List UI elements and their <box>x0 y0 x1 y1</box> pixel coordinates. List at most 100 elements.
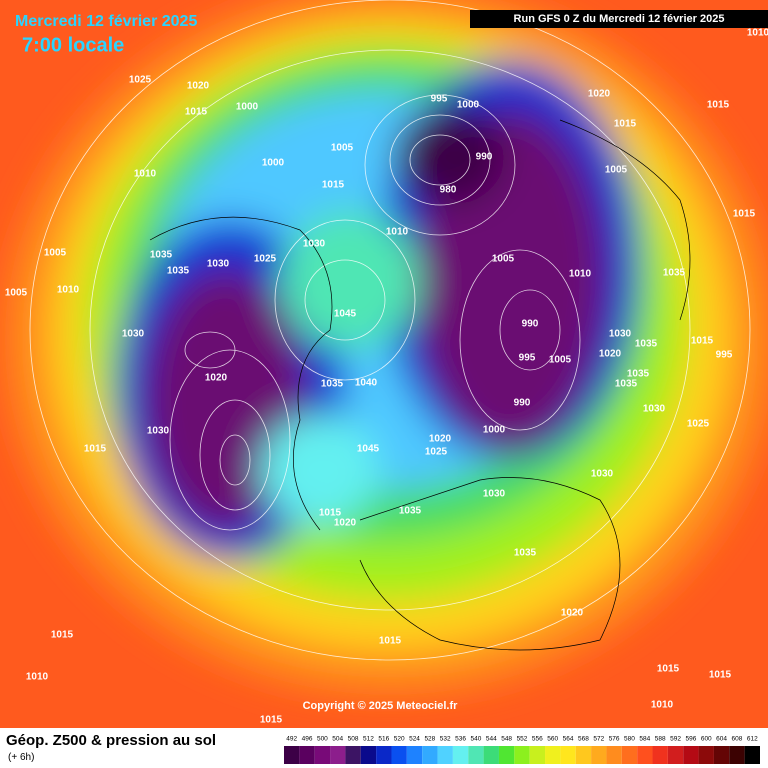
scale-label: 572 <box>593 736 604 743</box>
isobar-label: 1015 <box>51 630 74 641</box>
isobar-label: 1020 <box>588 89 611 100</box>
scale-label: 556 <box>532 736 543 743</box>
scale-swatch <box>621 746 638 764</box>
scale-label: 588 <box>655 736 666 743</box>
scale-swatch <box>606 746 622 764</box>
scale-swatch <box>575 746 592 764</box>
scale-label: 508 <box>348 736 359 743</box>
scale-label: 584 <box>639 736 650 743</box>
scale-swatch <box>299 746 315 764</box>
scale-swatch <box>667 746 684 764</box>
isobar-label: 1025 <box>687 419 710 430</box>
isobars <box>29 0 751 661</box>
color-scale: 492 496 500 504 508 512 516 520 524 528 532 536 540 5… <box>284 736 760 764</box>
isobar-label: 1015 <box>260 715 283 726</box>
scale-label: 564 <box>563 736 574 743</box>
isobar-label: 1030 <box>303 239 326 250</box>
scale-swatch <box>468 746 484 764</box>
isobar-label: 1020 <box>187 81 210 92</box>
scale-label: 568 <box>578 736 589 743</box>
geopotential-field <box>5 0 768 695</box>
isobar-label: 1035 <box>627 369 650 380</box>
scale-label: 592 <box>670 736 681 743</box>
scale-swatch <box>376 746 392 764</box>
isobar-label: 1025 <box>254 254 277 265</box>
scale-label: 524 <box>409 736 420 743</box>
isobar-label: 1010 <box>651 700 674 711</box>
isobar-label: 1020 <box>429 434 452 445</box>
isobar-label: 1035 <box>399 506 422 517</box>
scale-swatch <box>545 746 561 764</box>
date: Mercredi 12 février 2025 <box>15 13 197 30</box>
isobar-label: 1035 <box>514 548 537 559</box>
coastlines <box>149 119 691 651</box>
isobar-label: 1030 <box>122 329 145 340</box>
isobar-label: 1020 <box>599 349 622 360</box>
scale-swatch <box>591 746 607 764</box>
scale-swatch <box>637 746 653 764</box>
isobar-label: 1010 <box>569 269 592 280</box>
isobar-label: 990 <box>476 152 493 163</box>
isobar-label: 1010 <box>134 169 157 180</box>
scale-swatch <box>406 746 423 764</box>
scale-swatch <box>437 746 453 764</box>
isobar-label: 1040 <box>355 378 378 389</box>
isobar-label: 1000 <box>262 158 285 169</box>
isobar-label: 1010 <box>26 672 49 683</box>
scale-label: 536 <box>455 736 466 743</box>
scale-swatch <box>744 746 760 764</box>
scale-label: 496 <box>302 736 313 743</box>
scale-label: 516 <box>378 736 389 743</box>
isobar-label: 1015 <box>185 107 208 118</box>
scale-label: 500 <box>317 736 328 743</box>
isobar-label: 1000 <box>483 425 506 436</box>
isobar-label: 1015 <box>322 180 345 191</box>
isobar-label: 1015 <box>319 508 342 519</box>
scale-swatch <box>498 746 515 764</box>
scale-label: 492 <box>286 736 297 743</box>
scale-label: 544 <box>486 736 497 743</box>
isobar-label: 1015 <box>707 100 730 111</box>
weather-map: Run GFS 0 Z du Mercredi 12 février 2025 … <box>0 0 768 728</box>
scale-label: 576 <box>609 736 620 743</box>
scale-swatch <box>652 746 668 764</box>
isobar-label: 1030 <box>483 489 506 500</box>
scale-swatch <box>330 746 346 764</box>
isobar-label: 990 <box>522 319 539 330</box>
scale-label: 504 <box>332 736 343 743</box>
isobar-label: 1005 <box>5 288 28 299</box>
isobar-label: 1025 <box>129 75 152 86</box>
scale-label: 528 <box>424 736 435 743</box>
scale-label: 600 <box>701 736 712 743</box>
scale-label: 604 <box>716 736 727 743</box>
isobar-label: 1015 <box>614 119 637 130</box>
scale-swatch <box>560 746 576 764</box>
isobar-label: 1035 <box>150 250 173 261</box>
isobar-label: 1010 <box>747 28 768 39</box>
isobar-label: 1005 <box>44 248 67 259</box>
isobar-label: 1000 <box>457 100 480 111</box>
time: 7:00 locale <box>22 34 124 56</box>
isobar-label: 1020 <box>334 518 357 529</box>
scale-swatch <box>698 746 714 764</box>
isobar-label: 1010 <box>386 227 409 238</box>
scale-swatch <box>483 746 499 764</box>
scale-swatch <box>284 746 300 764</box>
scale-label: 512 <box>363 736 374 743</box>
isobar-label: 995 <box>431 94 448 105</box>
isobar-label: 1045 <box>357 444 380 455</box>
isobar-label: 1000 <box>236 102 259 113</box>
isobar-label: 990 <box>514 398 531 409</box>
scale-label: 552 <box>517 736 528 743</box>
isobar-label: 1035 <box>615 379 638 390</box>
scale-swatch <box>713 746 730 764</box>
isobar-label: 1045 <box>334 309 357 320</box>
isobar-label: 1030 <box>147 426 170 437</box>
isobar-label: 1015 <box>657 664 680 675</box>
isobar-label: 1010 <box>57 285 80 296</box>
isobar-label: 1015 <box>733 209 756 220</box>
scale-label: 612 <box>747 736 758 743</box>
isobar-label: 995 <box>519 353 536 364</box>
isobar-label: 1020 <box>561 608 584 619</box>
